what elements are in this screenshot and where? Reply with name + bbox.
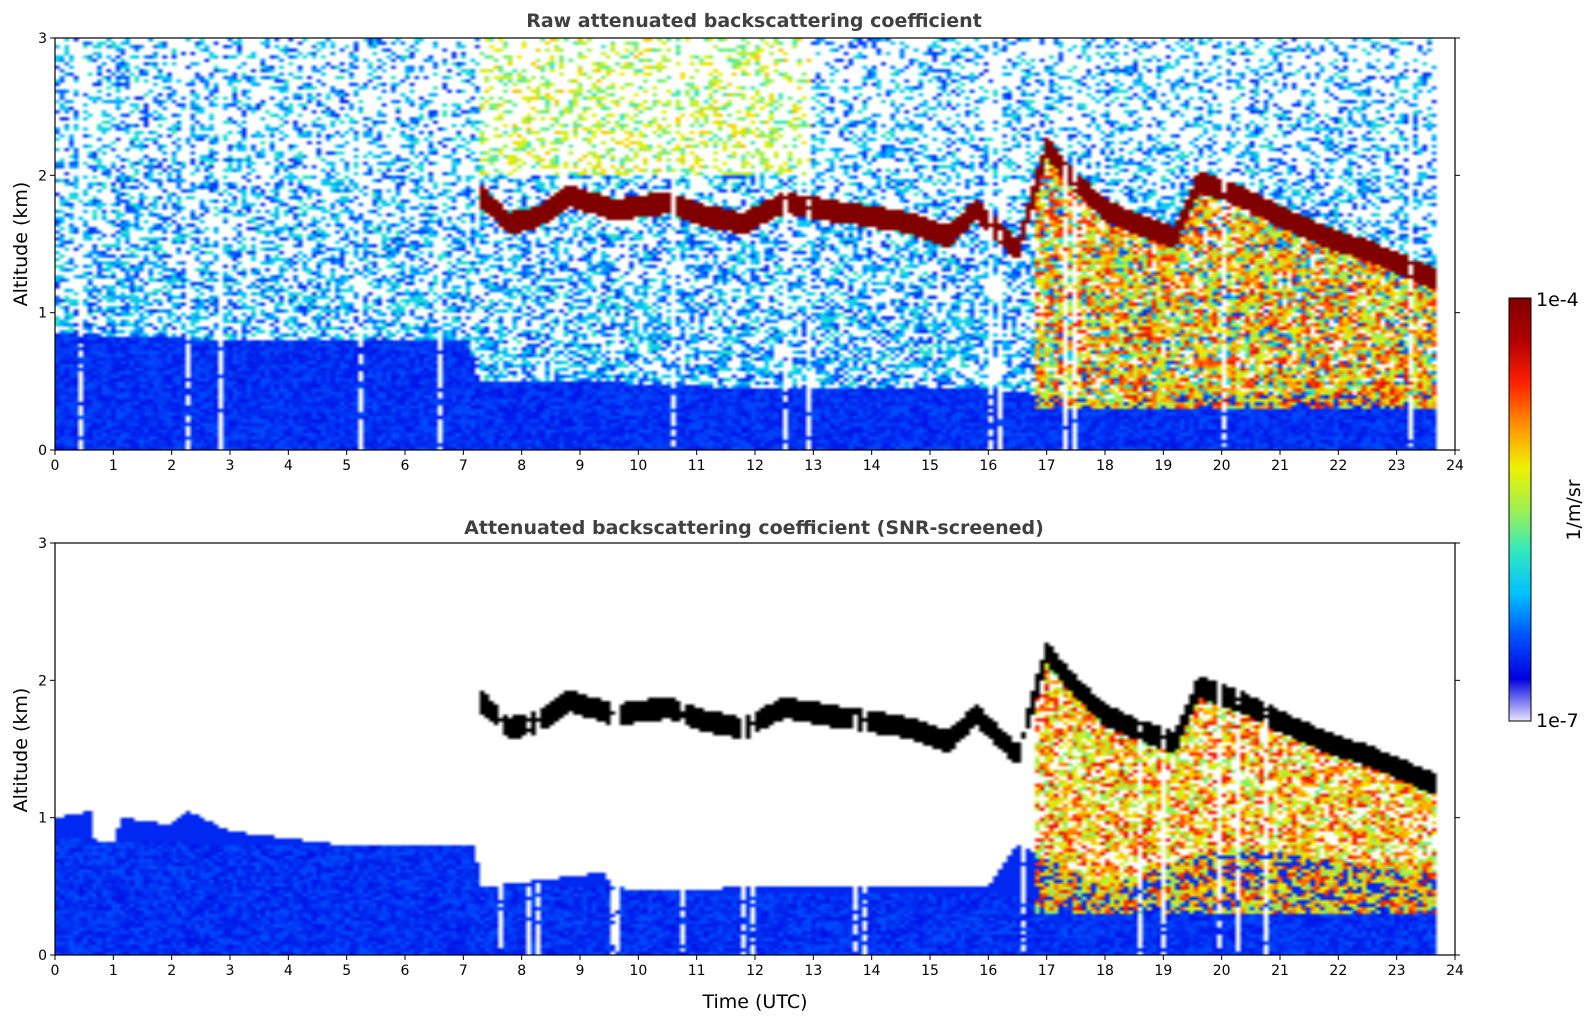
colorbar-min-label: 1e-7 [1536, 710, 1579, 732]
x-tick-label: 15 [921, 458, 939, 474]
x-tick-label: 7 [459, 963, 468, 979]
x-tick-label: 21 [1271, 458, 1289, 474]
x-tick-label: 21 [1271, 963, 1289, 979]
x-tick-label: 11 [688, 963, 706, 979]
x-tick-label: 4 [284, 963, 293, 979]
colorbar: 1e-4 1e-7 1/m/sr [1508, 289, 1585, 732]
panel-raw-title: Raw attenuated backscattering coefficien… [526, 10, 982, 32]
x-tick-label: 19 [1154, 963, 1172, 979]
x-tick-label: 1 [109, 458, 118, 474]
y-tick-label: 3 [38, 31, 47, 47]
y-tick-label: 0 [38, 948, 47, 964]
x-tick-label: 24 [1446, 458, 1464, 474]
x-tick-label: 14 [863, 963, 881, 979]
panel-screened-y-ticks: 0 1 2 3 [38, 536, 1460, 964]
x-tick-label: 10 [629, 963, 647, 979]
y-tick-label: 2 [38, 168, 47, 184]
y-tick-label: 1 [38, 306, 47, 322]
x-tick-label: 17 [1038, 963, 1056, 979]
x-tick-label: 23 [1388, 458, 1406, 474]
x-tick-label: 3 [226, 458, 235, 474]
x-tick-label: 24 [1446, 963, 1464, 979]
panel-screened: Attenuated backscattering coefficient (S… [10, 517, 1464, 1013]
x-tick-label: 5 [342, 963, 351, 979]
colorbar-unit-label: 1/m/sr [1563, 479, 1585, 540]
x-tick-label: 22 [1329, 458, 1347, 474]
x-tick-label: 12 [746, 963, 764, 979]
x-tick-label: 2 [167, 963, 176, 979]
panel-screened-ylabel: Altitude (km) [10, 688, 32, 813]
x-tick-label: 9 [576, 963, 585, 979]
x-tick-label: 2 [167, 458, 176, 474]
x-tick-label: 4 [284, 458, 293, 474]
x-tick-label: 6 [401, 963, 410, 979]
y-tick-label: 3 [38, 536, 47, 552]
heatmap-image [55, 543, 1455, 955]
colorbar-bar [1508, 297, 1532, 722]
x-tick-label: 15 [921, 963, 939, 979]
panel-raw: Raw attenuated backscattering coefficien… [10, 10, 1464, 474]
x-tick-label: 13 [804, 963, 822, 979]
panel-raw-ylabel: Altitude (km) [10, 182, 32, 307]
x-tick-label: 7 [459, 458, 468, 474]
y-tick-label: 1 [38, 811, 47, 827]
panel-screened-title: Attenuated backscattering coefficient (S… [464, 517, 1044, 539]
x-tick-label: 8 [517, 458, 526, 474]
panel-screened-xlabel: Time (UTC) [701, 991, 807, 1013]
x-tick-label: 0 [51, 458, 60, 474]
panel-screened-x-ticks: 0 1 2 3 4 5 6 7 8 9 10 11 12 13 14 15 16 17 18 19 20 21 22 23 24 [51, 955, 1464, 979]
panel-screened-heatmap [55, 543, 1455, 955]
x-tick-label: 18 [1096, 963, 1114, 979]
colorbar-max-label: 1e-4 [1536, 289, 1579, 311]
x-tick-label: 20 [1213, 458, 1231, 474]
panel-raw-heatmap [55, 38, 1455, 450]
x-tick-label: 22 [1329, 963, 1347, 979]
x-tick-label: 18 [1096, 458, 1114, 474]
x-tick-label: 11 [688, 458, 706, 474]
x-tick-label: 10 [629, 458, 647, 474]
x-tick-label: 12 [746, 458, 764, 474]
x-tick-label: 6 [401, 458, 410, 474]
x-tick-label: 8 [517, 963, 526, 979]
y-tick-label: 0 [38, 443, 47, 459]
x-tick-label: 20 [1213, 963, 1231, 979]
x-tick-label: 13 [804, 458, 822, 474]
x-tick-label: 5 [342, 458, 351, 474]
x-tick-label: 23 [1388, 963, 1406, 979]
x-tick-label: 14 [863, 458, 881, 474]
x-tick-label: 16 [979, 458, 997, 474]
panel-raw-x-ticks: 0 1 2 3 4 5 6 7 8 9 10 11 12 13 14 15 16 17 18 19 20 21 22 23 24 [51, 450, 1464, 474]
x-tick-label: 3 [226, 963, 235, 979]
y-tick-label: 2 [38, 673, 47, 689]
heatmap-image [55, 38, 1455, 450]
x-tick-label: 0 [51, 963, 60, 979]
x-tick-label: 19 [1154, 458, 1172, 474]
panel-raw-y-ticks: 0 1 2 3 [38, 31, 1460, 459]
x-tick-label: 17 [1038, 458, 1056, 474]
x-tick-label: 16 [979, 963, 997, 979]
x-tick-label: 1 [109, 963, 118, 979]
x-tick-label: 9 [576, 458, 585, 474]
